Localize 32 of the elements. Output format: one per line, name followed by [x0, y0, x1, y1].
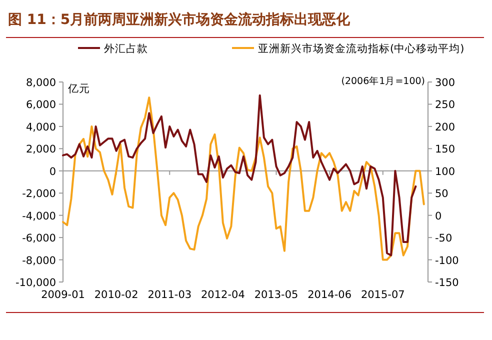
y2-tick-label: 0	[435, 210, 442, 222]
y-tick-label: -6,000	[22, 232, 56, 245]
x-tick-label: 2015-07	[360, 289, 405, 301]
y-tick-label: 8,000	[26, 77, 56, 89]
legend-label: 亚洲新兴市场资金流动指标(中心移动平均)	[258, 42, 464, 55]
y-tick-label: -10,000	[15, 277, 56, 289]
y2-tick-label: 100	[435, 166, 456, 178]
y-tick-label: 0	[49, 166, 56, 178]
y2-axis-title: (2006年1月=100)	[341, 75, 425, 87]
y2-tick-label: -50	[435, 232, 452, 245]
y2-tick-label: 200	[435, 121, 456, 134]
y-tick-label: -4,000	[22, 210, 56, 222]
legend-label: 外汇占款	[104, 42, 148, 55]
chart-title: 图 11：5月前两周亚洲新兴市场资金流动指标出现恶化	[8, 11, 352, 28]
y2-tick-label: 300	[435, 77, 456, 89]
y2-tick-label: 50	[435, 188, 448, 200]
y-tick-label: 4,000	[26, 121, 56, 134]
x-tick-label: 2010-02	[94, 289, 138, 301]
x-tick-label: 2009-01	[41, 289, 85, 301]
x-tick-label: 2012-04	[201, 289, 246, 301]
y2-tick-label: -150	[435, 277, 459, 289]
x-tick-label: 2011-03	[148, 289, 192, 301]
y-axis-title: 亿元	[67, 83, 90, 95]
y2-tick-label: 150	[435, 144, 456, 156]
y-tick-label: 2,000	[26, 144, 56, 156]
y-tick-label: 6,000	[26, 99, 56, 112]
x-tick-label: 2013-05	[254, 289, 298, 301]
y-tick-label: -2,000	[22, 188, 56, 200]
y2-tick-label: 250	[435, 99, 456, 112]
x-tick-label: 2014-06	[308, 289, 352, 301]
y-tick-label: -8,000	[22, 254, 56, 267]
y2-tick-label: -100	[435, 254, 459, 267]
